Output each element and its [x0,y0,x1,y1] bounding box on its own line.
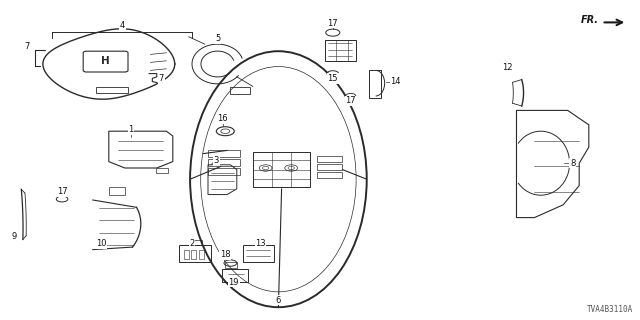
Text: 13: 13 [255,239,266,248]
Bar [253,152,310,187]
Bar [208,150,240,157]
Bar [243,245,274,262]
Text: 7: 7 [159,74,164,83]
Text: 4: 4 [120,21,125,30]
Text: 5: 5 [215,34,220,43]
Text: FR.: FR. [580,15,598,26]
Bar [317,172,342,178]
Text: 17: 17 [328,19,338,28]
Text: 9: 9 [12,232,17,241]
Text: 8: 8 [570,159,575,168]
Text: 6: 6 [276,296,281,305]
Text: 17: 17 [57,188,67,196]
Bar [230,87,250,94]
Text: 10: 10 [96,239,106,248]
Bar [317,156,342,162]
Bar [109,187,125,195]
Bar [325,40,356,61]
Bar [199,250,204,259]
Bar [208,159,240,166]
Bar [369,70,381,98]
Bar [184,250,189,259]
Bar [179,245,211,262]
Text: 19: 19 [228,278,239,287]
Text: 15: 15 [328,74,338,83]
Text: H: H [101,56,110,66]
Text: 2: 2 [189,239,195,248]
Bar [156,168,168,173]
Bar [189,240,202,245]
Bar [317,164,342,170]
Text: 1: 1 [129,125,134,134]
Text: 16: 16 [218,114,228,123]
Text: 3: 3 [214,156,219,165]
Bar [191,250,196,259]
Text: 12: 12 [502,63,512,72]
Text: 14: 14 [390,77,401,86]
Text: 18: 18 [220,250,230,259]
Bar [208,168,240,175]
Bar [96,87,128,93]
Text: 7: 7 [24,42,29,51]
Bar [222,269,248,282]
Text: 17: 17 [346,96,356,105]
Text: TVA4B3110A: TVA4B3110A [588,305,634,314]
Bar [225,262,237,268]
